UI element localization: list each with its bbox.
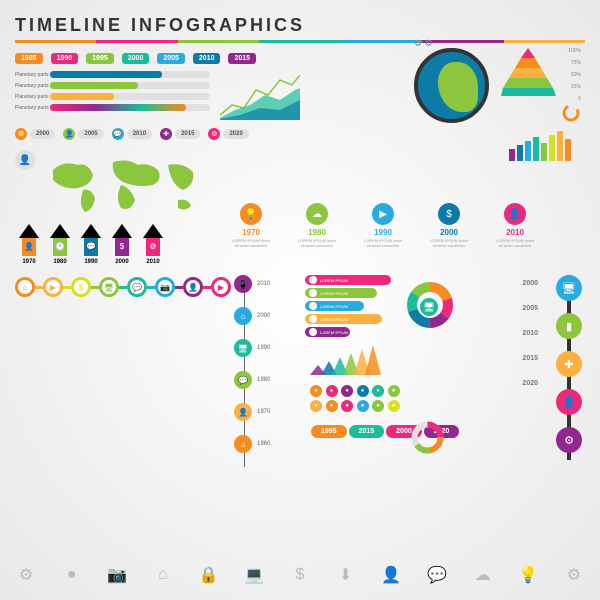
footer-icon: ☁ (472, 564, 494, 586)
timeline-node: 💬 (127, 277, 147, 297)
year-tag: 1985 (15, 53, 43, 64)
arrow-item: 💬1990 (77, 224, 105, 265)
percent-labels: 100%75%50%25%0 (568, 48, 581, 108)
timeline-node: 🖥 (99, 277, 119, 297)
year-tag: 2015 (228, 53, 256, 64)
footer-icon: 👤 (380, 564, 402, 586)
timeline-node: ▶ (43, 277, 63, 297)
arrow-item: $2000 (108, 224, 136, 265)
chain-node: ✚ (556, 351, 582, 377)
circular-arrow-icon (561, 103, 581, 123)
year-tag: 1995 (86, 53, 114, 64)
timeline-node: ▶ (211, 277, 231, 297)
mini-circles-grid: ●●●●●●●●●●●● (310, 385, 400, 412)
area-chart (220, 70, 300, 120)
mini-bar-chart (509, 131, 584, 161)
footer-icon: ⌂ (152, 564, 174, 586)
icon-timeline-item: 👤2010LOREM IPSUM dolor sit amet consectu… (494, 203, 536, 249)
side-year-labels: 20002005201020152020 (522, 280, 538, 405)
globe-icon (414, 48, 489, 123)
year-tag: 2000 (122, 53, 150, 64)
top-right-cluster: ⚙ ⚙ 100%75%50%25%0 (414, 48, 584, 161)
pill-item: ✚2015 (160, 128, 200, 140)
circle-timeline: ⌂ ▶ $ 🖥 💬 📷 👤 ▶ (15, 277, 585, 297)
footer-icon: 💡 (517, 564, 539, 586)
arrow-item: ⚙2010 (139, 224, 167, 265)
small-donut-chart (410, 420, 445, 455)
timeline-node: ⌂ (15, 277, 35, 297)
pill-item: 💬2010 (112, 128, 152, 140)
page-title: TIMELINE INFOGRAPHICS (15, 15, 585, 36)
timeline-node: 👤 (183, 277, 203, 297)
chain-node: 👤 (556, 389, 582, 415)
pill-item: ⚙2000 (15, 128, 55, 140)
tube-bar-chart: LOREM IPSUMLOREM IPSUMLOREM IPSUMLOREM I… (305, 275, 395, 340)
timeline-node: 📷 (155, 277, 175, 297)
timeline-node: $ (71, 277, 91, 297)
pill-item: 👤2005 (63, 128, 103, 140)
footer-icon: 💬 (426, 564, 448, 586)
footer-icon: ⚙ (15, 564, 37, 586)
footer-icon: ⬇ (335, 564, 357, 586)
user-icon: 👤 (15, 150, 35, 170)
footer-icon: 📷 (106, 564, 128, 586)
pyramid-chart (501, 48, 556, 96)
footer-icon: ● (61, 564, 83, 586)
icon-timeline-item: $2000LOREM IPSUM dolor sit amet consectu… (428, 203, 470, 249)
peak-area-chart (310, 340, 390, 375)
chain-node: ⚙ (556, 427, 582, 453)
vertical-chain: 🖥 ▮ ✚ 👤 ⚙ (556, 275, 582, 465)
icon-timeline: 💡1970LOREM IPSUM dolor sit amet consectu… (230, 203, 536, 249)
chain-node: 🖥 (556, 275, 582, 301)
icon-timeline-item: ☁1980LOREM IPSUM dolor sit amet consectu… (296, 203, 338, 249)
pill-item: ⚙2020 (208, 128, 248, 140)
chain-node: ▮ (556, 313, 582, 339)
arrow-item: 🕐1980 (46, 224, 74, 265)
icon-timeline-item: ▶1990LOREM IPSUM dolor sit amet consectu… (362, 203, 404, 249)
icon-timeline-item: 💡1970LOREM IPSUM dolor sit amet consectu… (230, 203, 272, 249)
footer-icon: 💻 (243, 564, 265, 586)
arrow-item: 👤1970 (15, 224, 43, 265)
bottom-icon-row: ⚙ ● 📷 ⌂ 🔒 💻 $ ⬇ 👤 💬 ☁ 💡 ⚙ (15, 564, 585, 586)
horizontal-bars: Planetary partsPlanetary partsPlanetary … (15, 70, 210, 120)
year-tag: 2005 (157, 53, 185, 64)
footer-icon: $ (289, 564, 311, 586)
year-tag: 2010 (193, 53, 221, 64)
title-underline (15, 40, 585, 43)
donut-center-icon: 🖥 (420, 298, 438, 316)
vertical-timeline: 📱2010⌂2000🖥1990💬1980👤1970⌂1960 (234, 275, 294, 467)
world-map (43, 150, 203, 220)
footer-icon: 🔒 (198, 564, 220, 586)
footer-icon: ⚙ (563, 564, 585, 586)
year-tag: 1990 (51, 53, 79, 64)
